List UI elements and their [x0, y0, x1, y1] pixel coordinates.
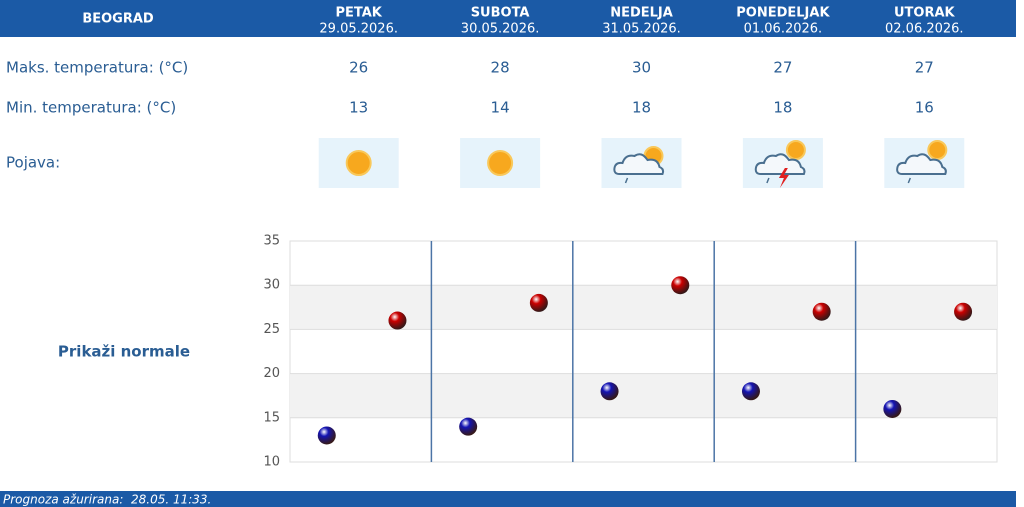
cloud — [613, 153, 665, 175]
y-tick-label: 35 — [263, 234, 280, 249]
weather-icon — [318, 138, 399, 188]
day-date: 29.05.2026. — [319, 22, 398, 37]
weather-icon — [601, 138, 682, 188]
condition-label: Pojava: — [6, 154, 60, 172]
day-name: NEDELJA — [610, 6, 673, 21]
row-label: Min. temperatura: (°C) — [6, 99, 176, 117]
grid-band — [290, 373, 997, 418]
temperature-value: 18 — [773, 99, 792, 117]
y-tick-label: 15 — [263, 410, 280, 425]
temperature-dot — [317, 426, 336, 445]
temperature-dot — [954, 302, 973, 321]
footer-bar — [0, 491, 1016, 507]
temperature-dot — [741, 382, 760, 401]
cloud — [754, 153, 806, 175]
grid-band — [290, 285, 997, 330]
day-name: UTORAK — [894, 6, 956, 21]
temperature-dot — [459, 417, 478, 436]
y-tick-label: 20 — [263, 366, 280, 381]
y-tick-label: 10 — [263, 455, 280, 470]
sun — [345, 150, 372, 176]
city: BEOGRAD — [82, 12, 154, 27]
temperature-dot — [600, 382, 619, 401]
weather-icon — [742, 138, 823, 188]
temperature-dot — [671, 276, 690, 295]
day-name: PETAK — [335, 6, 382, 21]
weather-icon — [460, 138, 541, 188]
rain — [907, 177, 911, 184]
normals-link[interactable]: Prikaži normale — [58, 343, 190, 361]
cloud — [896, 153, 947, 175]
temperature-value: 27 — [915, 59, 934, 77]
temperature-dot — [883, 399, 902, 418]
sun — [487, 150, 514, 176]
temperature-dot — [529, 293, 548, 312]
day-name: SUBOTA — [471, 6, 530, 21]
lightning — [778, 168, 789, 188]
temperature-value: 30 — [632, 59, 651, 77]
day-date: 01.06.2026. — [744, 22, 823, 37]
y-tick-label: 25 — [263, 322, 280, 337]
rain — [624, 177, 629, 184]
temperature-value: 26 — [349, 59, 368, 77]
updated-time: Prognoza ažurirana: 28.05. 11:33. — [3, 493, 211, 507]
temperature-value: 28 — [491, 59, 510, 77]
y-tick-label: 30 — [263, 278, 280, 293]
header-bar — [0, 0, 1016, 37]
day-name: PONEDELJAK — [736, 6, 830, 21]
sun — [927, 140, 948, 160]
weather-icon — [884, 138, 965, 188]
temperature-value: 13 — [349, 99, 368, 117]
temperature-dot — [812, 302, 831, 321]
temperature-value: 14 — [491, 99, 510, 117]
rain — [766, 177, 770, 184]
sun — [785, 140, 806, 160]
day-date: 31.05.2026. — [602, 22, 681, 37]
day-date: 02.06.2026. — [885, 22, 964, 37]
day-date: 30.05.2026. — [461, 22, 540, 37]
plot-area — [289, 240, 998, 463]
row-label: Maks. temperatura: (°C) — [6, 59, 188, 77]
temperature-value: 27 — [773, 59, 792, 77]
temperature-value: 18 — [632, 99, 651, 117]
temperature-dot — [388, 311, 407, 330]
temperature-value: 16 — [915, 99, 934, 117]
